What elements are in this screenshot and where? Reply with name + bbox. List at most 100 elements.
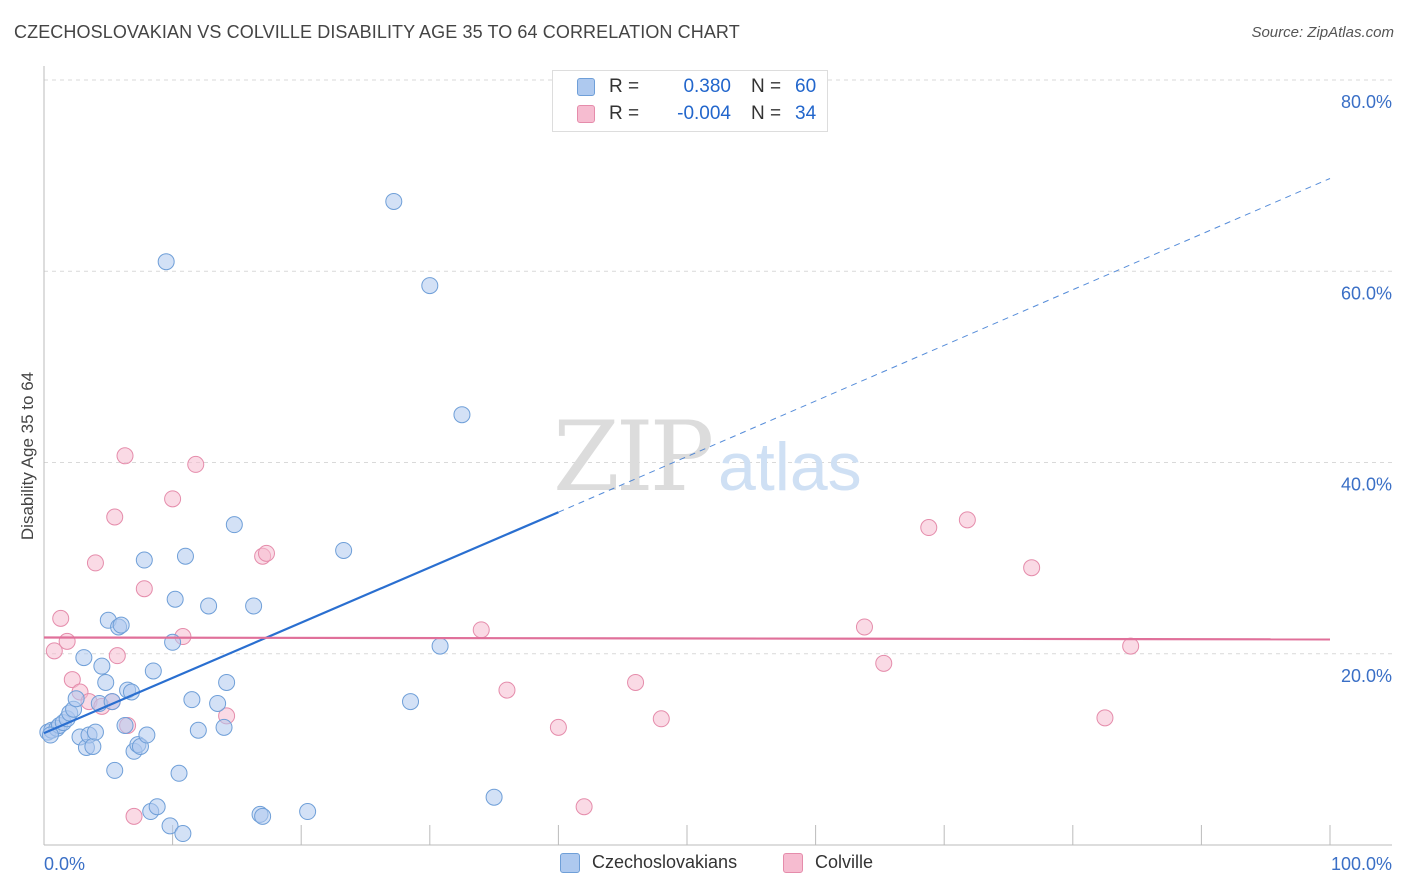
grid-layer [44,79,1392,655]
czech-point [84,738,102,756]
legend-n-value: 60 [795,76,817,97]
czech-trend-line [43,511,559,735]
colville-point [498,681,516,699]
czech-point [254,807,272,825]
colville-point [652,710,670,728]
legend-n-label: N = [751,76,782,97]
czech-point [148,798,166,816]
trend-lines [43,178,1331,735]
czech-point [453,406,471,424]
colville-point [257,544,275,562]
colville-point [63,671,81,689]
colville-legend-icon [783,852,803,873]
colville-point [58,632,76,650]
legend-item-colville[interactable]: Colville [783,852,873,873]
legend-n-label: N = [751,103,782,124]
source-label: Source: ZipAtlas.com [1251,24,1394,41]
czech-point [218,673,236,691]
czech-point [170,764,188,782]
czech-point [157,253,175,271]
legend-row-colville: R = -0.004 N = 34 [577,102,816,126]
axes-layer [43,66,1392,846]
czech-point [144,662,162,680]
czech-point [86,723,104,741]
colville-point [135,580,153,598]
colville-point [45,642,63,660]
colville-point [106,508,124,526]
czech-point [183,691,201,709]
y-tick-label: 20.0% [1341,666,1392,686]
x-tick-label: 100.0% [1331,854,1392,874]
colville-point [125,807,143,825]
legend-item-czechoslovakians[interactable]: Czechoslovakians [560,852,737,873]
legend-r-value: -0.004 [677,103,731,124]
y-tick-label: 80.0% [1341,92,1392,112]
colville-point [549,718,567,736]
colville-point [575,798,593,816]
colville-point [1122,637,1140,655]
czech-point [485,788,503,806]
czech-point [209,694,227,712]
czech-point [189,721,207,739]
czech-point [174,825,192,843]
czech-trend-extension [558,178,1331,513]
colville-point [1023,559,1041,577]
czech-point [135,551,153,569]
colville-point [187,455,205,473]
czech-point [421,277,439,295]
czech-point [112,616,130,634]
watermark-zip: ZIP [553,401,712,513]
czech-point [161,817,179,835]
x-tick-label: 0.0% [44,854,85,874]
colville-point [52,609,70,627]
czech-point [431,637,449,655]
colville-point [920,519,938,537]
chart-title: CZECHOSLOVAKIAN VS COLVILLE DISABILITY A… [14,22,740,42]
y-tick-label: 60.0% [1341,283,1392,303]
legend-r-label: R = [609,103,640,124]
czech-point [116,716,134,734]
legend-row-czech: R = 0.380 N = 60 [577,75,816,99]
legend-label-colville: Colville [815,852,874,872]
colville-point [958,511,976,529]
y-tick-label: 40.0% [1341,475,1392,495]
czech-swatch-icon [577,78,595,96]
legend-label-czech: Czechoslovakians [592,852,738,872]
czech-point [225,516,243,534]
czech-point [97,673,115,691]
colville-point [627,673,645,691]
colville-point [116,447,134,465]
legend-r-value: 0.380 [683,76,731,97]
czech-point [93,657,111,675]
colville-point [472,621,490,639]
colville-point [86,554,104,572]
czech-point [166,590,184,608]
colville-point [855,618,873,636]
czech-point [215,718,233,736]
legend-r-label: R = [609,76,640,97]
correlation-legend: R = 0.380 N = 60 R = -0.004 N = 34 [552,70,828,132]
czech-point [106,761,124,779]
czech-point [138,726,156,744]
czech-point [67,690,85,708]
colville-point [1096,709,1114,727]
czech-point [75,649,93,667]
czech-point [402,693,420,711]
czech-point [176,547,194,565]
czech-point [335,541,353,559]
y-axis-label: Disability Age 35 to 64 [18,371,37,541]
czech-point [385,192,403,210]
series-czechoslovakians [39,192,503,843]
colville-point [875,654,893,672]
watermark-atlas: atlas [718,429,862,505]
watermark: ZIP atlas [553,401,862,513]
colville-point [164,490,182,508]
colville-swatch-icon [577,105,595,123]
czech-point [299,803,317,821]
czech-legend-icon [560,852,580,873]
colville-trend-line [43,636,1331,641]
tick-labels: 20.0% 40.0% 60.0% 80.0% 0.0% 100.0% [44,92,1392,874]
colville-point [108,647,126,665]
czech-point [200,597,218,615]
